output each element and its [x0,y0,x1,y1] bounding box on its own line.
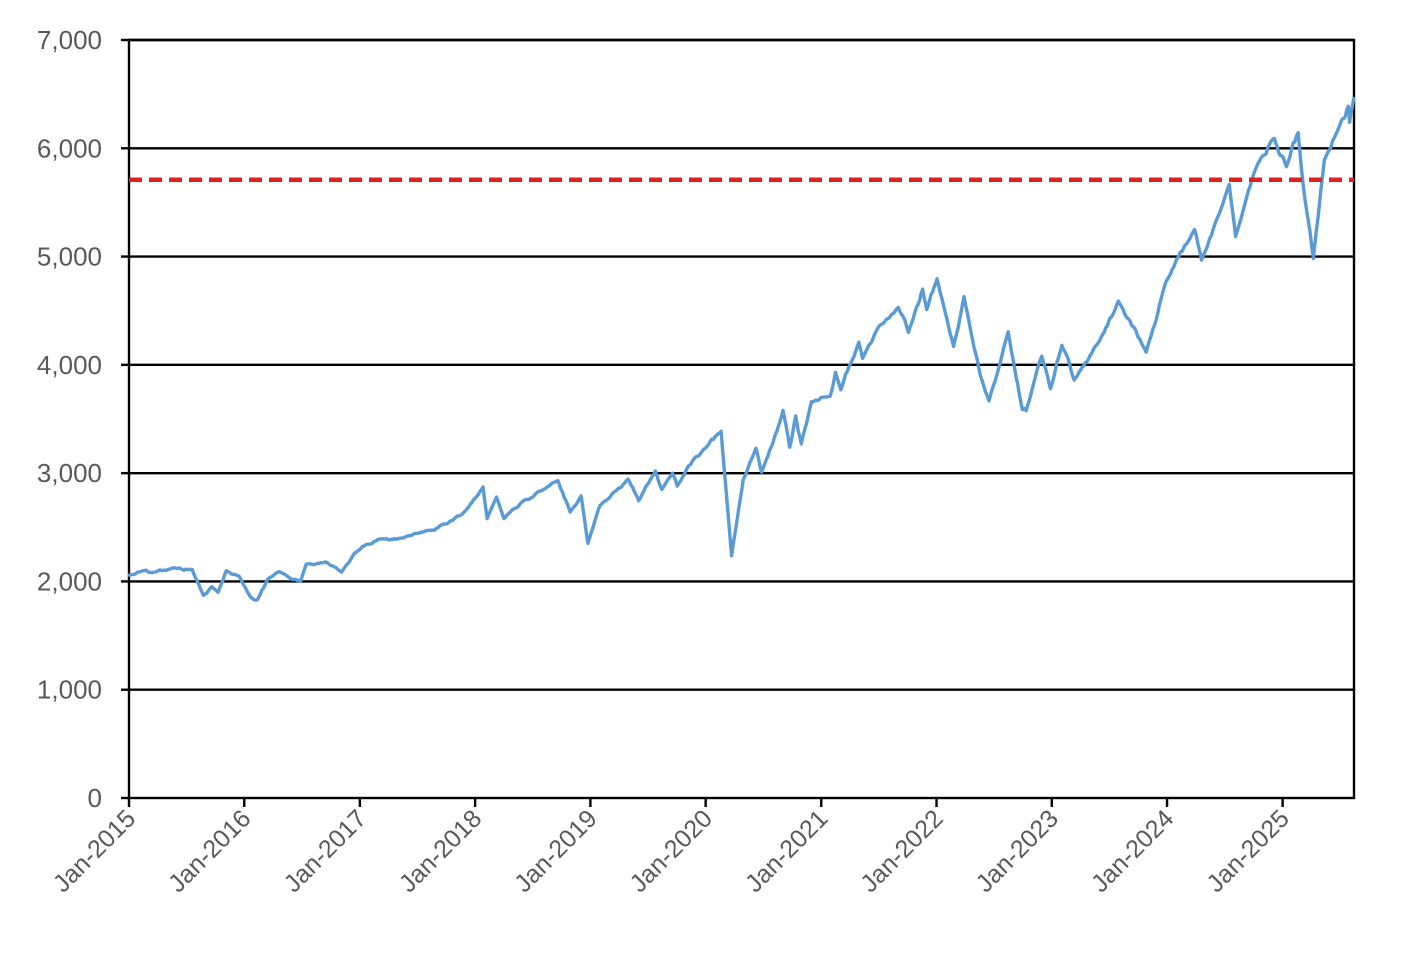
x-tick-label: Jan-2023 [971,804,1065,898]
series-layer [127,96,1356,602]
x-tick-label: Jan-2019 [509,804,603,898]
plot-area-border [127,38,1356,800]
x-tick-label: Jan-2022 [855,804,949,898]
y-tick-label: 7,000 [37,25,102,55]
y-tick-label: 0 [88,783,102,813]
x-tick-label: Jan-2025 [1201,804,1295,898]
y-tick-label: 2,000 [37,566,102,596]
x-tick-label: Jan-2020 [624,804,718,898]
y-tick-label: 1,000 [37,675,102,705]
x-tick-label: Jan-2021 [740,804,834,898]
x-tick-label: Jan-2015 [48,804,142,898]
y-axis-tick-labels: 0 1,000 2,000 3,000 4,000 5,000 6,000 7,000 [37,25,102,813]
gridlines [129,38,1354,691]
x-tick-label: Jan-2017 [279,804,373,898]
x-tick-label: Jan-2018 [394,804,488,898]
x-axis-tick-labels: Jan-2015 Jan-2016 Jan-2017 Jan-2018 Jan-2019… [48,804,1295,898]
series-line-0 [127,96,1356,602]
x-tick-label: Jan-2016 [163,804,257,898]
y-tick-label: 4,000 [37,350,102,380]
y-tick-label: 5,000 [37,242,102,272]
y-tick-label: 3,000 [37,458,102,488]
y-tick-label: 6,000 [37,133,102,163]
axes [121,38,1356,807]
x-tick-label: Jan-2024 [1086,804,1180,898]
